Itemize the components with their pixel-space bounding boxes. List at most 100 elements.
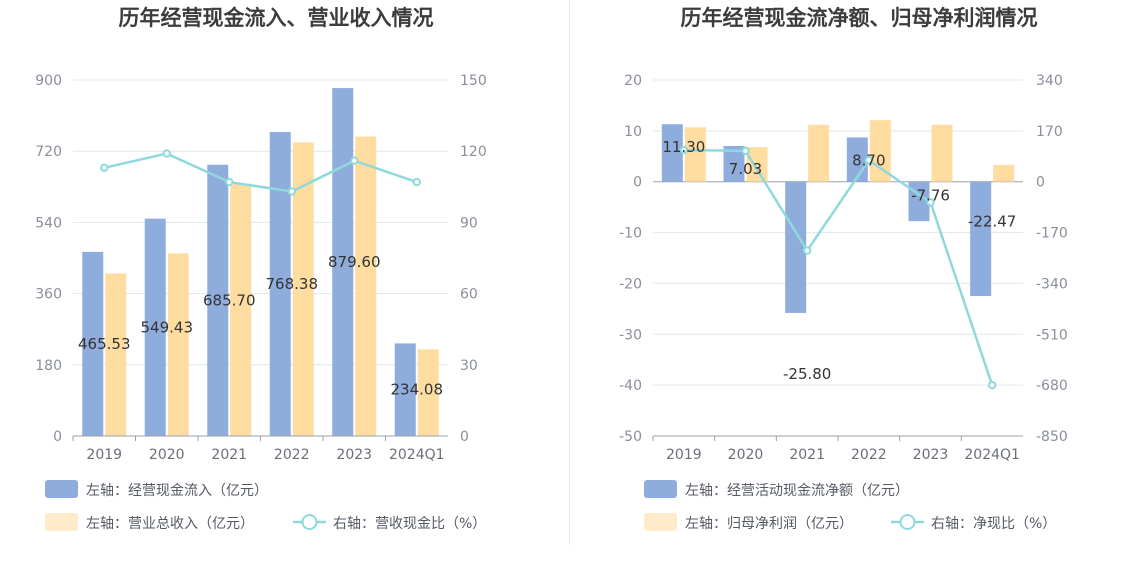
x-axis-tick-label: 2020 (149, 447, 185, 463)
legend-label-revenue-cash-ratio[interactable]: 右轴：营收现金比（%） (333, 516, 486, 532)
bar-net-operating-cash-flow[interactable] (785, 181, 807, 313)
bar-cash-inflow[interactable] (207, 164, 229, 436)
legend-swatch-net-cash-ratio[interactable] (891, 514, 924, 530)
right-axis-tick-label: -170 (1036, 226, 1068, 242)
data-label: 549.43 (141, 318, 194, 336)
legend-swatch-revenue[interactable] (45, 513, 78, 531)
bar-net-profit[interactable] (746, 147, 768, 182)
left-axis-tick-label: 720 (35, 144, 62, 160)
line-point[interactable] (225, 177, 234, 187)
left-axis-tick-label: 20 (624, 73, 642, 89)
line-point[interactable] (864, 155, 874, 165)
right-axis-tick-label: -850 (1036, 429, 1068, 445)
line-point[interactable] (287, 187, 296, 196)
data-label: -22.47 (968, 213, 1016, 231)
left-axis-tick-label: 10 (624, 124, 642, 140)
x-axis-tick-label: 2020 (728, 447, 764, 463)
right-axis-tick-label: -680 (1036, 378, 1068, 394)
x-axis-tick-label: 2022 (851, 447, 887, 463)
data-label: 8.70 (852, 151, 885, 169)
line-net-cash-ratio[interactable] (683, 148, 994, 386)
x-axis-tick-label: 2019 (86, 447, 122, 463)
legend-label-cash-inflow[interactable]: 左轴：经营现金流入（亿元） (86, 483, 268, 499)
right-axis-tick-label: 0 (1036, 175, 1045, 191)
bar-cash-inflow[interactable] (82, 251, 104, 436)
legend-label-net-profit[interactable]: 左轴：归母净利润（亿元） (685, 515, 853, 532)
bar-revenue[interactable] (105, 273, 127, 436)
bar-cash-inflow[interactable] (269, 132, 291, 436)
x-axis-tick-label: 2019 (666, 447, 702, 463)
line-point[interactable] (802, 246, 812, 255)
data-label: 465.53 (78, 335, 131, 353)
panel-divider (569, 0, 570, 545)
left-axis-tick-label: 540 (35, 215, 62, 231)
legend-swatch-net-operating-cash-flow[interactable] (644, 480, 677, 498)
right-axis-tick-label: 120 (460, 144, 487, 160)
chart-svg-net-cash-flow-profit: 历年经营现金流净额、归母净利润情况 -50 -40 -30 -20 -10 0 10 20 -… (619, 6, 1068, 532)
right-axis-tick-label: 30 (460, 358, 478, 374)
x-axis-tick-label: 2022 (274, 447, 310, 463)
right-axis-tick-label: -510 (1036, 327, 1068, 343)
x-axis-tick-label: 2021 (789, 447, 825, 463)
data-label: 7.03 (729, 160, 762, 178)
legend-label-net-operating-cash-flow[interactable]: 左轴：经营活动现金流净额（亿元） (685, 483, 909, 499)
left-axis-tick-label: -40 (619, 378, 642, 394)
bar-cash-inflow[interactable] (332, 88, 354, 436)
chart-title: 历年经营现金流净额、归母净利润情况 (681, 6, 1038, 30)
data-label: -25.80 (783, 365, 831, 383)
legend-label-net-cash-ratio[interactable]: 右轴：净现比（%） (931, 516, 1056, 532)
chart-legend: 左轴：经营活动现金流净额（亿元） 左轴：归母净利润（亿元） 右轴：净现比（%） (644, 480, 1056, 532)
line-point[interactable] (162, 149, 171, 158)
data-label: 685.70 (203, 291, 256, 309)
right-axis-tick-label: 150 (460, 73, 487, 89)
x-axis-tick-label: 2023 (336, 447, 372, 463)
line-point[interactable] (987, 380, 997, 390)
bar-net-profit[interactable] (808, 124, 830, 182)
bar-revenue[interactable] (230, 183, 252, 436)
bar-net-operating-cash-flow[interactable] (970, 181, 992, 296)
bar-revenue[interactable] (292, 142, 314, 436)
right-axis-tick-label: 0 (460, 429, 469, 445)
bar-revenue[interactable] (417, 349, 439, 436)
bar-net-operating-cash-flow[interactable] (661, 124, 683, 182)
left-axis-tick-label: -30 (619, 327, 642, 343)
data-label: 11.30 (662, 138, 705, 156)
line-point[interactable] (100, 163, 109, 173)
bar-net-profit[interactable] (684, 127, 706, 182)
legend-label-revenue[interactable]: 左轴：营业总收入（亿元） (86, 516, 254, 532)
data-label: 234.08 (391, 381, 444, 399)
right-axis-tick-label: -340 (1036, 276, 1068, 292)
bar-cash-inflow[interactable] (144, 218, 166, 436)
bar-net-profit[interactable] (993, 164, 1015, 182)
line-point[interactable] (679, 145, 689, 155)
line-revenue-cash-ratio[interactable] (103, 152, 418, 193)
right-axis-tick-label: 340 (1036, 73, 1063, 89)
line-point[interactable] (412, 177, 421, 187)
data-label: -7.76 (911, 187, 950, 205)
legend-swatch-cash-inflow[interactable] (45, 480, 78, 498)
left-axis-tick-label: 180 (35, 358, 62, 374)
x-axis-tick-label: 2024Q1 (964, 447, 1020, 463)
chart-panel-net-cash-flow-profit: 历年经营现金流净额、归母净利润情况 -50 -40 -30 -20 -10 0 10 20 -… (567, 0, 1134, 582)
chart-panel-cash-inflow-revenue: 历年经营现金流入、营业收入情况 0 180 360 540 720 900 0 30 60 90… (35, 6, 487, 532)
bar-revenue[interactable] (167, 253, 189, 436)
left-axis-tick-label: 0 (53, 429, 62, 445)
legend-swatch-revenue-cash-ratio[interactable] (293, 514, 326, 530)
bar-revenue[interactable] (355, 136, 377, 436)
left-axis-tick-label: 0 (633, 175, 642, 191)
bar-net-profit[interactable] (931, 124, 953, 182)
x-axis-tick-label: 2021 (211, 447, 247, 463)
left-axis-tick-label: 900 (35, 73, 62, 89)
bar-net-operating-cash-flow[interactable] (723, 145, 745, 182)
bar-cash-inflow[interactable] (394, 343, 416, 436)
left-axis-tick-label: -50 (619, 429, 642, 445)
legend-swatch-net-profit[interactable] (644, 513, 677, 531)
data-label: 768.38 (266, 275, 319, 293)
right-axis-tick-label: 60 (460, 287, 478, 303)
x-axis-tick-label: 2024Q1 (389, 447, 445, 463)
line-point[interactable] (741, 146, 750, 156)
line-point[interactable] (926, 198, 935, 207)
bar-net-profit[interactable] (869, 120, 891, 182)
right-axis-tick-label: 170 (1036, 124, 1063, 140)
line-point[interactable] (350, 156, 359, 165)
